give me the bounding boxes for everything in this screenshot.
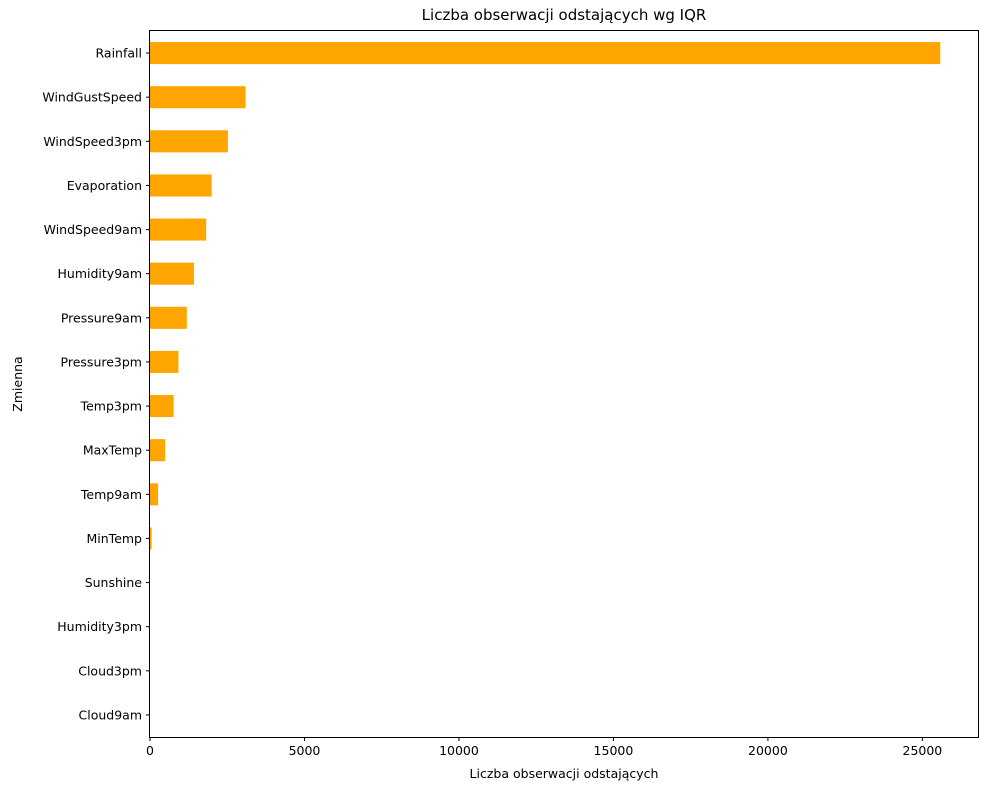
y-tick-label: Temp9am: [80, 487, 142, 502]
x-tick-label: 0: [146, 743, 154, 758]
x-axis-ticks: 0 5000 10000 15000 20000 25000: [146, 737, 942, 758]
bar-evaporation: [150, 174, 212, 197]
y-tick-label: Humidity3pm: [57, 619, 142, 634]
bar-temp9am: [150, 483, 159, 506]
bar-pressure9am: [150, 306, 187, 329]
y-tick-label: Rainfall: [96, 46, 142, 61]
bar-mintemp: [150, 527, 152, 550]
bar-maxtemp: [150, 439, 166, 462]
x-axis-label: Liczba obserwacji odstających: [470, 766, 659, 781]
y-tick-label: Humidity9am: [58, 266, 142, 281]
y-axis-ticks: Rainfall WindGustSpeed WindSpeed3pm Evapora…: [42, 46, 150, 722]
x-tick-label: 15000: [594, 743, 634, 758]
y-tick-label: WindGustSpeed: [42, 90, 142, 105]
x-tick-label: 20000: [748, 743, 788, 758]
x-tick-label: 5000: [289, 743, 321, 758]
bar-windgustspeed: [150, 86, 246, 109]
chart-title: Liczba obserwacji odstających wg IQR: [422, 6, 707, 24]
y-tick-label: Evaporation: [67, 178, 142, 193]
y-tick-label: Pressure3pm: [61, 354, 142, 369]
x-tick-label: 25000: [903, 743, 943, 758]
y-tick-label: Cloud9am: [79, 707, 143, 722]
bar-pressure3pm: [150, 350, 179, 373]
x-tick-label: 10000: [439, 743, 479, 758]
y-axis-label: Zmienna: [10, 356, 25, 411]
y-tick-label: Pressure9am: [61, 310, 142, 325]
bar-humidity9am: [150, 262, 195, 285]
y-tick-label: Cloud3pm: [78, 663, 142, 678]
plot-frame: [149, 30, 979, 738]
y-tick-label: WindSpeed3pm: [43, 134, 142, 149]
bar-rainfall: [150, 42, 941, 65]
bar-windspeed9am: [150, 218, 207, 241]
y-tick-label: MaxTemp: [83, 443, 142, 458]
y-tick-label: MinTemp: [87, 531, 143, 546]
bar-temp3pm: [150, 395, 174, 418]
y-tick-label: Sunshine: [85, 575, 143, 590]
bar-windspeed3pm: [150, 130, 228, 153]
y-tick-label: WindSpeed9am: [44, 222, 142, 237]
bars-layer: [150, 42, 941, 550]
y-tick-label: Temp3pm: [80, 399, 142, 414]
